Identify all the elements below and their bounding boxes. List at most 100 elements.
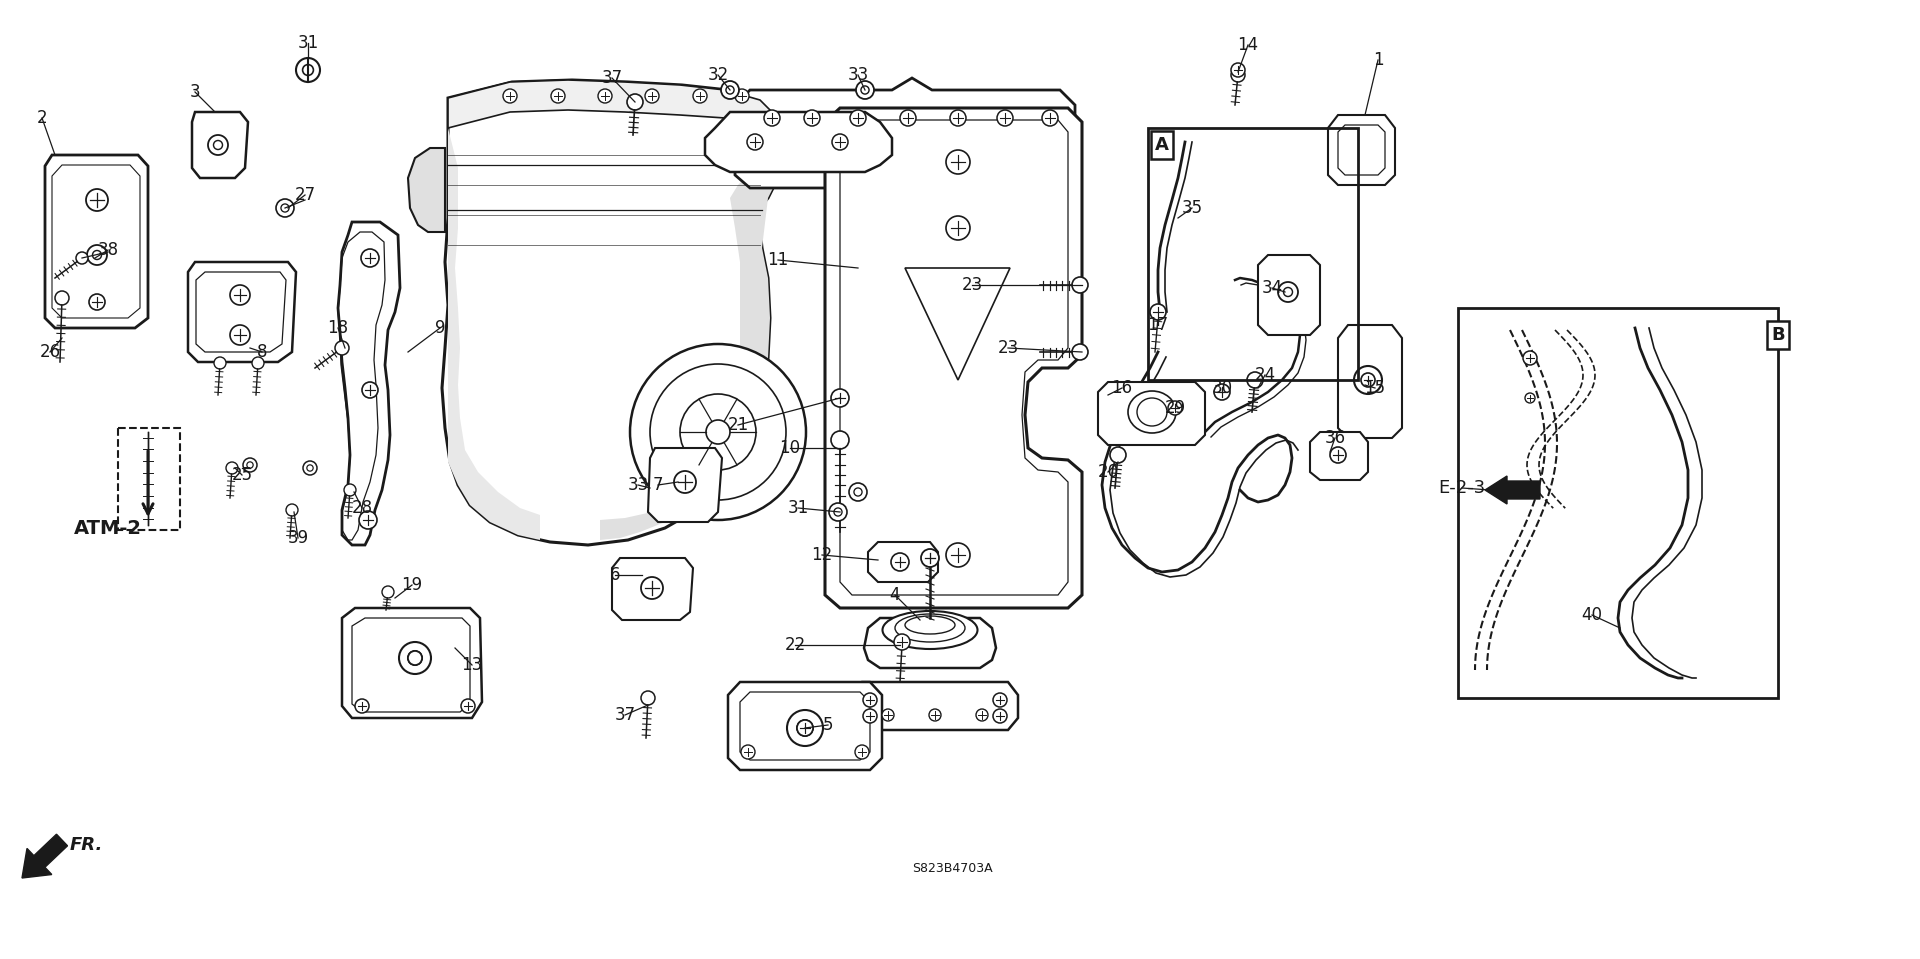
Text: 37: 37: [614, 706, 636, 724]
Circle shape: [797, 720, 812, 736]
Polygon shape: [342, 608, 482, 718]
Text: 24: 24: [1254, 366, 1275, 384]
Circle shape: [280, 204, 290, 212]
Circle shape: [1167, 401, 1183, 415]
Circle shape: [334, 341, 349, 355]
Circle shape: [975, 709, 989, 721]
Polygon shape: [407, 148, 445, 232]
Circle shape: [831, 431, 849, 449]
Circle shape: [854, 488, 862, 496]
Circle shape: [303, 64, 313, 76]
Polygon shape: [904, 268, 1010, 380]
Circle shape: [804, 110, 820, 126]
Circle shape: [645, 89, 659, 103]
Text: 6: 6: [611, 566, 620, 584]
Circle shape: [891, 553, 908, 571]
Circle shape: [849, 483, 868, 501]
Circle shape: [641, 691, 655, 705]
Circle shape: [1331, 447, 1346, 463]
Circle shape: [296, 58, 321, 82]
Circle shape: [854, 745, 870, 759]
Polygon shape: [728, 682, 881, 770]
Text: 23: 23: [996, 339, 1020, 357]
Circle shape: [764, 110, 780, 126]
Text: 28: 28: [351, 499, 372, 517]
Text: 10: 10: [780, 439, 801, 457]
Circle shape: [726, 86, 733, 94]
Circle shape: [1150, 304, 1165, 320]
Polygon shape: [599, 100, 778, 540]
Circle shape: [252, 357, 265, 369]
Circle shape: [307, 465, 313, 471]
Ellipse shape: [883, 611, 977, 649]
Text: A: A: [1156, 136, 1169, 154]
Polygon shape: [338, 222, 399, 545]
Circle shape: [1279, 282, 1298, 302]
Circle shape: [1043, 110, 1058, 126]
Text: 7: 7: [653, 476, 662, 494]
Circle shape: [92, 250, 102, 260]
Circle shape: [361, 249, 378, 267]
Text: 31: 31: [787, 499, 808, 517]
Polygon shape: [188, 262, 296, 362]
Text: 4: 4: [889, 586, 900, 604]
FancyArrow shape: [1484, 476, 1540, 504]
Circle shape: [651, 364, 785, 500]
Circle shape: [996, 110, 1014, 126]
Text: 26: 26: [40, 343, 61, 361]
Circle shape: [674, 471, 695, 493]
Circle shape: [213, 357, 227, 369]
Polygon shape: [649, 448, 722, 522]
Text: 37: 37: [601, 69, 622, 87]
Circle shape: [947, 543, 970, 567]
Circle shape: [950, 110, 966, 126]
Circle shape: [1354, 366, 1382, 394]
Polygon shape: [826, 108, 1083, 608]
Text: 16: 16: [1112, 379, 1133, 397]
Circle shape: [461, 699, 474, 713]
Circle shape: [551, 89, 564, 103]
Polygon shape: [1338, 325, 1402, 438]
Text: 39: 39: [288, 529, 309, 547]
Text: 13: 13: [461, 656, 482, 674]
Text: 40: 40: [1582, 606, 1603, 624]
Circle shape: [741, 745, 755, 759]
Text: 2: 2: [36, 109, 48, 127]
Circle shape: [881, 709, 895, 721]
Circle shape: [86, 245, 108, 265]
Polygon shape: [1329, 115, 1396, 185]
Circle shape: [693, 89, 707, 103]
Circle shape: [1071, 277, 1089, 293]
Text: 8: 8: [257, 343, 267, 361]
Text: 15: 15: [1365, 379, 1386, 397]
Circle shape: [947, 216, 970, 240]
Circle shape: [407, 651, 422, 665]
Text: 1: 1: [1373, 51, 1382, 69]
Circle shape: [503, 89, 516, 103]
Circle shape: [248, 462, 253, 468]
Bar: [1148, 128, 1357, 380]
Circle shape: [1524, 393, 1534, 403]
Circle shape: [363, 382, 378, 398]
Circle shape: [382, 586, 394, 598]
Circle shape: [286, 504, 298, 516]
Circle shape: [895, 634, 910, 650]
Text: 18: 18: [328, 319, 349, 337]
Bar: [117, 428, 180, 530]
Circle shape: [86, 189, 108, 211]
Text: 22: 22: [785, 636, 806, 654]
Circle shape: [851, 110, 866, 126]
Ellipse shape: [941, 289, 975, 351]
Circle shape: [276, 199, 294, 217]
Polygon shape: [21, 834, 67, 878]
Circle shape: [1523, 351, 1538, 365]
Text: 25: 25: [232, 466, 253, 484]
Polygon shape: [442, 80, 778, 545]
Polygon shape: [1098, 382, 1206, 445]
Circle shape: [929, 709, 941, 721]
Circle shape: [88, 294, 106, 310]
Text: FR.: FR.: [69, 836, 104, 854]
Circle shape: [833, 508, 843, 516]
Circle shape: [831, 134, 849, 150]
Circle shape: [1231, 68, 1244, 82]
